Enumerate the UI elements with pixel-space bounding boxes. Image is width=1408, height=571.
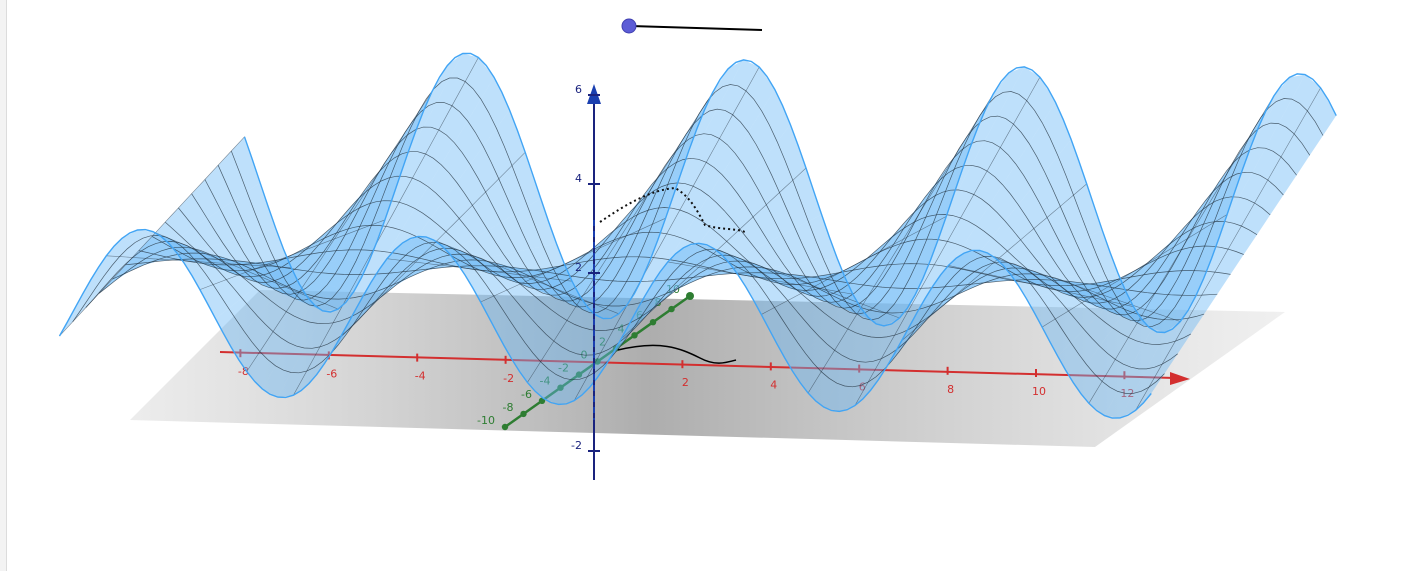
surface-mesh-line [164, 200, 1258, 298]
arrow-right-icon [1170, 372, 1190, 385]
x-tick-label: 6 [859, 381, 866, 394]
slider-track[interactable] [628, 25, 763, 31]
surface-mesh-line [246, 92, 432, 372]
black-curve[interactable] [617, 344, 737, 364]
surface-mesh-line [761, 216, 947, 315]
surface-mesh-line [230, 77, 1324, 328]
surface-mesh-line [714, 248, 900, 319]
y-tick [557, 384, 564, 391]
surface-mesh-line [59, 136, 245, 337]
y-tick-label: -10 [477, 414, 495, 427]
surface-mesh-line [199, 219, 386, 290]
surface-mesh-line [901, 183, 1087, 341]
surface-mesh-line [995, 257, 1181, 322]
surface-mesh-line [178, 175, 1271, 304]
surface-edge-front [58, 228, 1152, 419]
y-tick-label: -4 [540, 375, 551, 388]
z-tick-label: 4 [575, 172, 582, 185]
z-axis[interactable]: 6 4 2 -2 [571, 83, 601, 480]
x-tick-label: 2 [682, 376, 689, 389]
y-tick-label: -8 [503, 401, 514, 414]
window-left-border [0, 0, 7, 571]
y-tick [686, 292, 694, 300]
y-tick-label: 4 [618, 322, 625, 335]
y-tick [594, 358, 601, 365]
surface-mesh-line [620, 167, 807, 340]
dotted-curve[interactable] [599, 186, 746, 233]
surface-mesh-line [1041, 214, 1228, 328]
surface-mesh-line [854, 77, 1041, 406]
y-tick [501, 423, 509, 431]
surface-mesh-line [217, 102, 1311, 322]
x-tick-label: 4 [770, 378, 777, 391]
y-tick [668, 305, 675, 313]
y-tick-label: 10 [666, 283, 680, 296]
y-tick-label: 2 [599, 335, 606, 348]
x-tick-label: 10 [1032, 385, 1046, 398]
surface-mesh-line [293, 57, 479, 396]
y-tick [575, 371, 583, 378]
xy-plane[interactable] [130, 290, 1285, 447]
y-tick-label: -2 [558, 362, 569, 375]
surface-mesh-line [1088, 95, 1275, 404]
y-tick [520, 410, 527, 418]
x-tick-label: -6 [326, 367, 337, 380]
y-tick-label: -6 [521, 388, 532, 401]
x-tick-label: 8 [947, 383, 954, 396]
surface-mesh-line [98, 246, 1192, 345]
surface-mesh-line [112, 252, 1205, 321]
surface-mesh-line [573, 66, 760, 401]
x-tick-label: -2 [503, 372, 514, 385]
surface-mesh-line [1135, 87, 1321, 411]
surface-mesh-line [807, 94, 994, 394]
surface-mesh-line [480, 217, 666, 303]
surface-mesh-line [72, 235, 1165, 394]
y-tick [631, 332, 638, 339]
y-tick-label: 6 [636, 309, 643, 322]
surface-edge-back [243, 52, 1337, 334]
x-axis-line[interactable] [219, 351, 1176, 379]
surface-mesh-line [948, 265, 1134, 307]
slider[interactable] [621, 18, 763, 34]
z-tick-label: -2 [571, 439, 582, 452]
surface-mesh-line [433, 239, 619, 315]
z-tick-label: 6 [575, 83, 582, 96]
surface-mesh-line [386, 258, 573, 282]
surface-mesh-line [106, 255, 292, 268]
surface-mesh-line [339, 152, 526, 338]
x-tick-label: -4 [415, 370, 426, 383]
surface-mesh-line [527, 92, 713, 383]
surface-mesh-line [191, 151, 1284, 310]
x-tick-label: -8 [238, 365, 249, 378]
blue-circle-icon[interactable] [621, 18, 637, 34]
x-axis[interactable]: -8 -6 -4 -2 2 4 6 8 10 12 [219, 349, 1190, 400]
y-tick [649, 319, 657, 326]
z-tick-label: 2 [575, 261, 582, 274]
